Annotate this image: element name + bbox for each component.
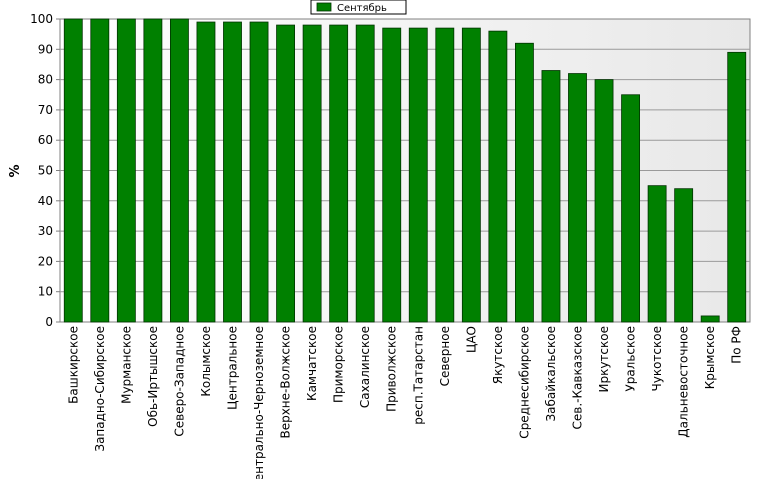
x-tick-label: Башкирское [66, 326, 80, 404]
y-axis-ticks: 0 10 20 30 40 50 60 70 80 90 100 [30, 12, 60, 329]
x-tick-label: Центрально-Черноземное [252, 326, 266, 479]
bar [169, 18, 189, 323]
legend-swatch [316, 2, 332, 12]
x-tick-label: Колымское [199, 326, 213, 397]
bar [647, 185, 667, 323]
bar [408, 27, 428, 323]
legend: Сентябрь [310, 0, 407, 15]
bar [329, 24, 349, 323]
y-tick-label: 30 [38, 224, 53, 238]
y-axis-label: % [8, 164, 23, 177]
x-axis-labels: Башкирское Западно-Сибирское Мурманское Обь… [66, 326, 743, 479]
bar [488, 30, 508, 323]
x-tick-label: Якутское [491, 326, 505, 384]
x-tick-label: Крымское [703, 326, 717, 389]
bar [143, 18, 163, 323]
bar [90, 18, 110, 323]
bars [63, 18, 747, 323]
x-tick-label: Камчатское [305, 326, 319, 401]
bar [435, 27, 455, 323]
legend-box [310, 0, 407, 15]
bar [302, 24, 322, 323]
x-tick-label: Сахалинское [358, 326, 372, 408]
x-tick-label: Центральное [226, 326, 240, 410]
x-tick-label: Приволжское [385, 326, 399, 412]
x-tick-label: Северо-Западное [172, 326, 186, 437]
bar [116, 18, 136, 323]
bar [594, 79, 614, 323]
x-tick-label: Среднесибирское [517, 326, 531, 439]
bar [674, 188, 694, 323]
bar [727, 51, 747, 323]
y-tick-label: 100 [30, 12, 53, 26]
x-tick-label: Сев.-Кавказское [571, 326, 585, 429]
y-tick-label: 0 [45, 315, 53, 329]
x-tick-label: Чукотское [650, 326, 664, 391]
x-tick-label: Забайкальское [544, 326, 558, 422]
y-tick-label: 90 [38, 42, 53, 56]
y-tick-label: 40 [38, 194, 53, 208]
bar [276, 24, 295, 323]
bar [541, 70, 561, 323]
bar [515, 42, 534, 323]
bar [382, 27, 402, 323]
bar [249, 21, 269, 323]
bar [196, 21, 216, 323]
x-tick-label: Приморское [332, 326, 346, 403]
x-tick-label: Северное [438, 326, 452, 386]
x-tick-label: Верхне-Волжское [279, 326, 293, 439]
x-tick-label: Уральское [624, 326, 638, 392]
bar [568, 73, 587, 323]
y-tick-label: 20 [38, 254, 53, 268]
x-tick-label: Дальневосточное [677, 326, 691, 438]
bar [461, 27, 481, 323]
x-tick-label: По РФ [730, 326, 744, 364]
y-tick-label: 80 [38, 73, 53, 87]
y-tick-label: 60 [38, 133, 53, 147]
y-tick-label: 10 [38, 285, 53, 299]
legend-label: Сентябрь [337, 3, 387, 14]
bar [63, 18, 83, 323]
y-tick-label: 50 [38, 164, 53, 178]
y-tick-label: 70 [38, 103, 53, 117]
x-tick-label: Обь-Иртышское [146, 326, 160, 427]
bar [621, 94, 640, 323]
bar [223, 21, 242, 323]
x-tick-label: ЦАО [464, 326, 478, 353]
x-tick-label: респ.Татарстан [411, 326, 425, 425]
x-tick-label: Западно-Сибирское [93, 326, 107, 452]
bar [355, 24, 375, 323]
x-tick-label: Мурманское [119, 326, 133, 404]
bar [700, 315, 720, 323]
x-tick-label: Иркутское [597, 326, 611, 393]
